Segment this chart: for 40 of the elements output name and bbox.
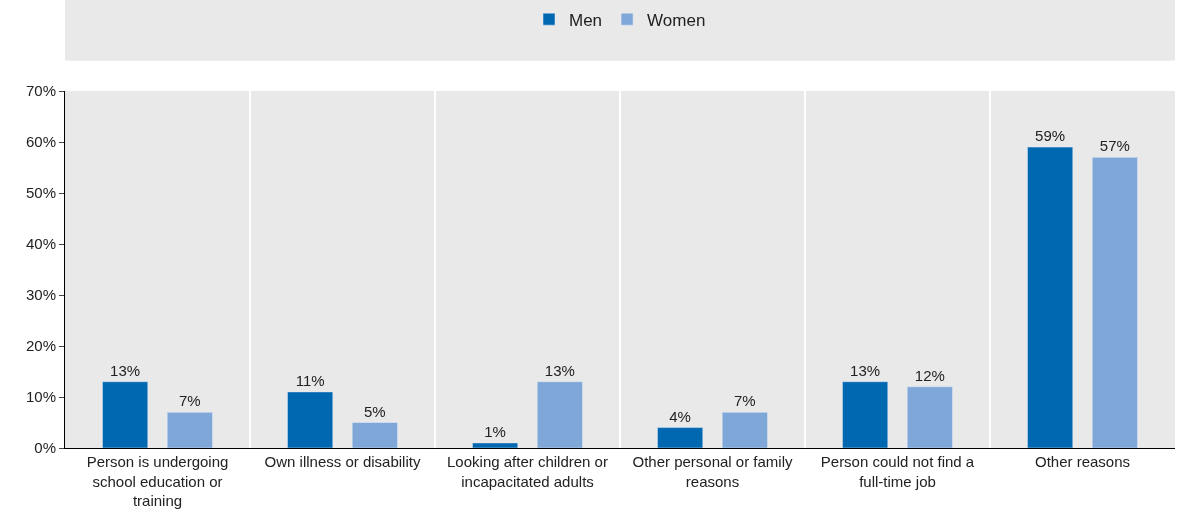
y-tick-label: 60% <box>25 133 56 151</box>
bar <box>842 381 889 448</box>
bar <box>906 386 953 448</box>
data-label: 4% <box>669 407 691 425</box>
bar <box>351 422 398 448</box>
y-tick-label: 30% <box>25 286 56 304</box>
data-label: 13% <box>850 361 881 379</box>
data-label: 12% <box>914 366 945 384</box>
bar <box>102 381 149 448</box>
bar <box>287 391 334 448</box>
bar <box>1027 146 1074 448</box>
data-label: 1% <box>484 422 506 440</box>
bar <box>472 442 519 448</box>
x-tick-label: Own illness or disability <box>264 453 421 470</box>
bar <box>166 412 213 448</box>
y-tick-label: 40% <box>25 235 56 253</box>
data-label: 13% <box>544 361 575 379</box>
data-label: 13% <box>110 361 141 379</box>
data-label: 57% <box>1099 137 1130 155</box>
x-tick-label: Person is undergoing school education or training <box>86 453 229 509</box>
bar <box>657 427 704 448</box>
bar <box>536 381 583 448</box>
data-label: 5% <box>364 402 386 420</box>
data-label: 7% <box>179 392 201 410</box>
y-tick-label: 50% <box>25 184 56 202</box>
y-tick-label: 0% <box>34 439 56 457</box>
bar <box>1091 157 1138 448</box>
data-label: 11% <box>295 371 325 389</box>
y-tick-label: 20% <box>25 337 56 355</box>
y-tick-label: 10% <box>25 388 56 406</box>
bar <box>721 412 768 448</box>
legend-label: Men <box>569 10 603 30</box>
data-label: 7% <box>734 392 756 410</box>
x-tick-label: Person could not find a full-time job <box>820 453 975 490</box>
x-tick-label: Other reasons <box>1034 453 1131 470</box>
legend-label: Women <box>647 10 706 30</box>
x-tick-label: Other personal or family reasons <box>632 453 794 490</box>
y-tick-label: 70% <box>25 82 56 100</box>
data-label: 59% <box>1035 127 1066 145</box>
x-tick-label: Looking after children or incapacitated adults <box>447 453 608 490</box>
